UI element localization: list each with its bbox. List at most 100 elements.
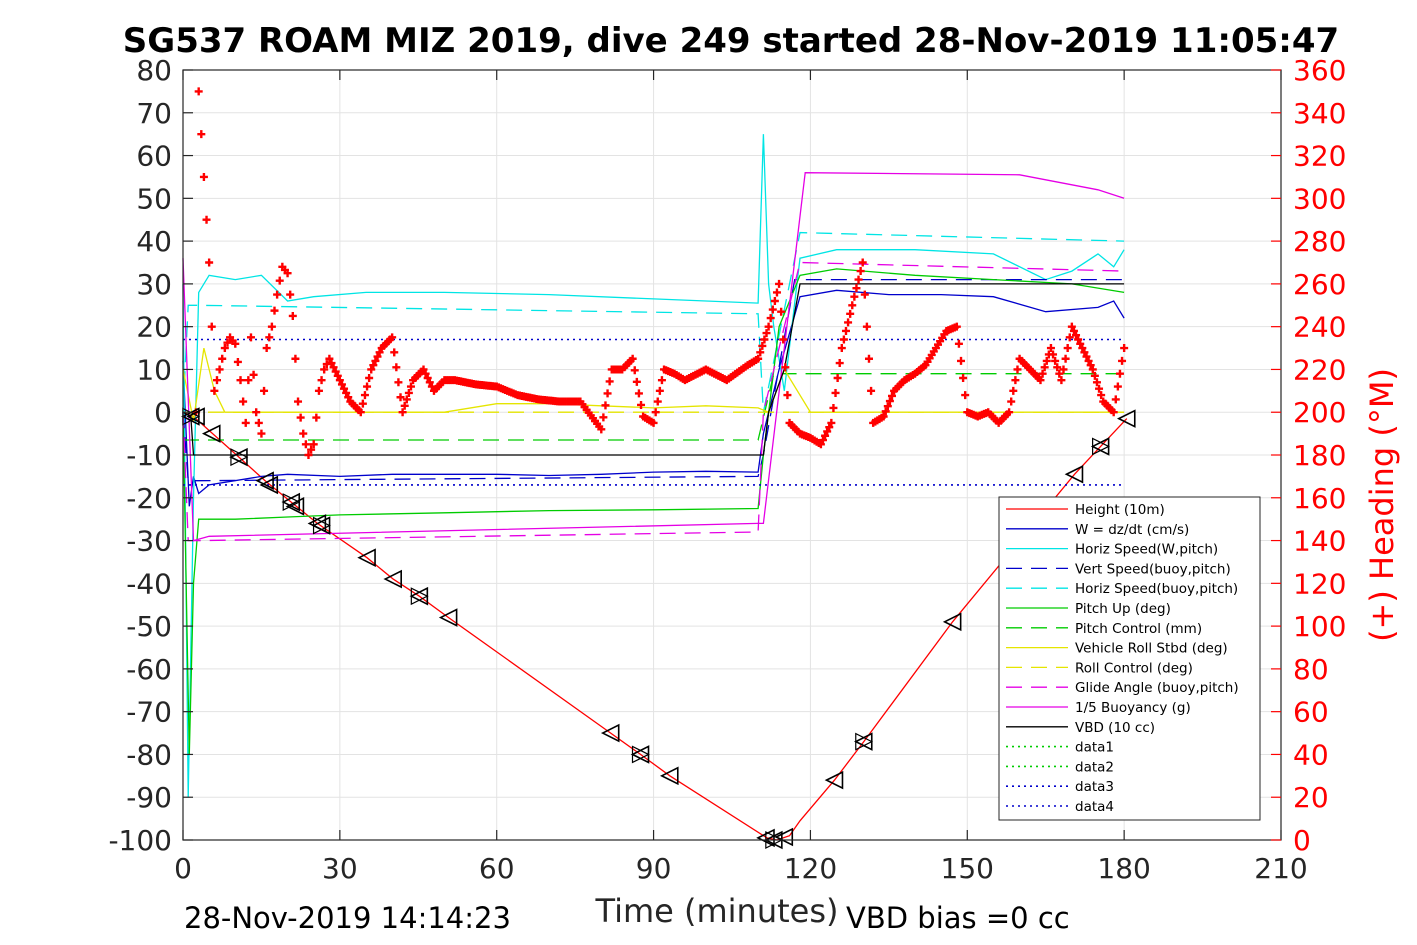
heading-point	[425, 378, 434, 387]
heading-point	[363, 382, 372, 391]
heading-point	[273, 290, 282, 299]
heading-point	[270, 306, 279, 315]
heading-point	[950, 323, 959, 332]
heading-point	[312, 413, 321, 422]
right-tick-label: 0	[1293, 824, 1311, 857]
heading-point	[1107, 406, 1116, 415]
heading-point	[1051, 356, 1060, 365]
heading-point	[215, 365, 224, 374]
heading-point	[777, 307, 786, 316]
heading-point	[1088, 365, 1097, 374]
heading-point	[1063, 344, 1072, 353]
heading-point	[883, 402, 892, 411]
heading-point	[867, 386, 876, 395]
heading-point	[404, 388, 413, 397]
heading-point	[772, 288, 781, 297]
right-tick-label: 100	[1293, 610, 1346, 643]
heading-point	[756, 348, 765, 357]
y-tick-label: -40	[126, 567, 172, 600]
x-tick-label: 180	[1097, 852, 1150, 885]
heading-point	[371, 356, 380, 365]
heading-point	[288, 311, 297, 320]
heading-point	[839, 335, 848, 344]
heading-point	[655, 386, 664, 395]
heading-point	[821, 431, 830, 440]
heading-point	[835, 359, 844, 368]
heading-point	[369, 361, 378, 370]
heading-point	[1046, 344, 1055, 353]
heading-point	[423, 374, 432, 382]
heading-point	[257, 429, 266, 438]
heading-point	[199, 172, 208, 181]
heading-point	[244, 376, 253, 385]
heading-point	[632, 377, 641, 386]
heading-point	[228, 336, 237, 345]
y-tick-label: 60	[136, 140, 172, 173]
heading-point	[367, 365, 376, 374]
heading-point	[898, 378, 907, 387]
heading-point	[961, 391, 970, 400]
heading-point	[1007, 397, 1016, 406]
heading-point	[651, 408, 660, 417]
heading-point	[833, 374, 842, 382]
heading-point	[595, 422, 604, 431]
vbd-marker	[600, 723, 620, 743]
series-line-0	[182, 411, 1128, 841]
heading-point	[1034, 374, 1043, 382]
heading-point	[599, 413, 608, 422]
vbd-marker	[438, 608, 458, 627]
y-tick-label: -10	[126, 439, 172, 472]
series-line-6	[183, 373, 1125, 441]
x-tick-label: 120	[784, 852, 837, 885]
y-tick-label: 50	[136, 182, 172, 215]
right-tick-label: 120	[1293, 567, 1346, 600]
heading-point	[299, 429, 308, 438]
footer-timestamp: 28-Nov-2019 14:14:23	[184, 901, 511, 935]
heading-point	[814, 439, 823, 448]
heading-point	[365, 374, 374, 382]
heading-point	[390, 348, 399, 357]
heading-point	[852, 284, 861, 293]
heading-point	[1082, 352, 1091, 361]
heading-point	[959, 374, 968, 382]
heading-point	[908, 371, 917, 380]
footer-vbd-bias: VBD bias =0 cc	[846, 901, 1070, 935]
heading-point	[1065, 333, 1074, 342]
heading-point	[818, 436, 827, 445]
vbd-marker	[659, 766, 679, 786]
heading-point	[327, 359, 336, 368]
series-layer	[182, 134, 1128, 841]
heading-point	[249, 370, 258, 379]
heading-point	[850, 292, 859, 301]
heading-point	[207, 322, 216, 331]
heading-point	[634, 389, 643, 398]
vbd-marker	[186, 407, 205, 426]
heading-point	[375, 348, 384, 357]
y-tick-label: -20	[126, 482, 172, 515]
vbd-marker	[285, 497, 305, 516]
heading-point	[630, 366, 639, 375]
heading-point	[601, 401, 610, 410]
heading-point	[373, 352, 382, 361]
right-tick-label: 320	[1293, 140, 1346, 173]
legend-label: Roll Control (deg)	[1075, 660, 1193, 676]
heading-point	[262, 344, 271, 353]
heading-point	[762, 329, 771, 338]
heading-point	[858, 258, 867, 267]
heading-point	[1076, 339, 1085, 348]
y-tick-label: -100	[108, 824, 172, 857]
heading-point	[781, 363, 790, 372]
vbd-marker	[357, 548, 376, 567]
ticks-layer: 0 30 60 90 120 150 180 21080706050403020100-10-…	[108, 54, 1346, 885]
heading-point	[421, 369, 430, 378]
heading-point	[511, 390, 520, 399]
vbd-marker	[383, 569, 402, 589]
heading-point	[417, 367, 426, 376]
heading-point	[804, 433, 813, 442]
legend-label: Height (10m)	[1075, 502, 1165, 518]
y-tick-label: -50	[126, 610, 172, 643]
heading-point	[265, 333, 274, 342]
heading-point	[233, 357, 242, 366]
right-tick-label: 280	[1293, 225, 1346, 258]
